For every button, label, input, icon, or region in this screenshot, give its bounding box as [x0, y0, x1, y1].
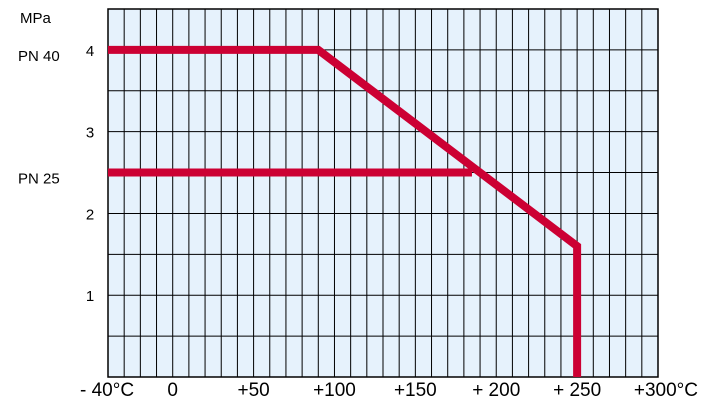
x-tick-label: + 200: [472, 380, 520, 399]
grid: [107, 8, 659, 378]
y-tick-label: 4: [86, 43, 94, 60]
y-axis-unit-label: MPa: [20, 10, 52, 27]
pn-label: PN 40: [18, 48, 60, 65]
y-tick-label: 3: [86, 125, 94, 142]
series-layer: [108, 45, 582, 377]
x-tick-labels: - 40°C 0 +50 +100 +150 + 200 + 250 +300°C: [80, 380, 698, 399]
y-tick-label: 1: [86, 288, 94, 305]
plot-border: [107, 8, 659, 378]
pn-label: PN 25: [18, 171, 60, 188]
x-tick-label: - 40°C: [80, 380, 134, 399]
series-line: [108, 45, 582, 377]
x-tick-label: +300°C: [634, 380, 698, 399]
x-tick-label: +50: [237, 380, 269, 399]
y-tick-labels: 1 2 3 4: [86, 43, 94, 305]
x-tick-label: +100: [313, 380, 356, 399]
x-tick-label: + 250: [553, 380, 601, 399]
x-tick-label: 0: [167, 380, 178, 399]
pressure-rating-labels: PN 40 PN 25: [18, 48, 60, 188]
x-tick-label: +150: [394, 380, 437, 399]
y-tick-label: 2: [86, 206, 94, 223]
